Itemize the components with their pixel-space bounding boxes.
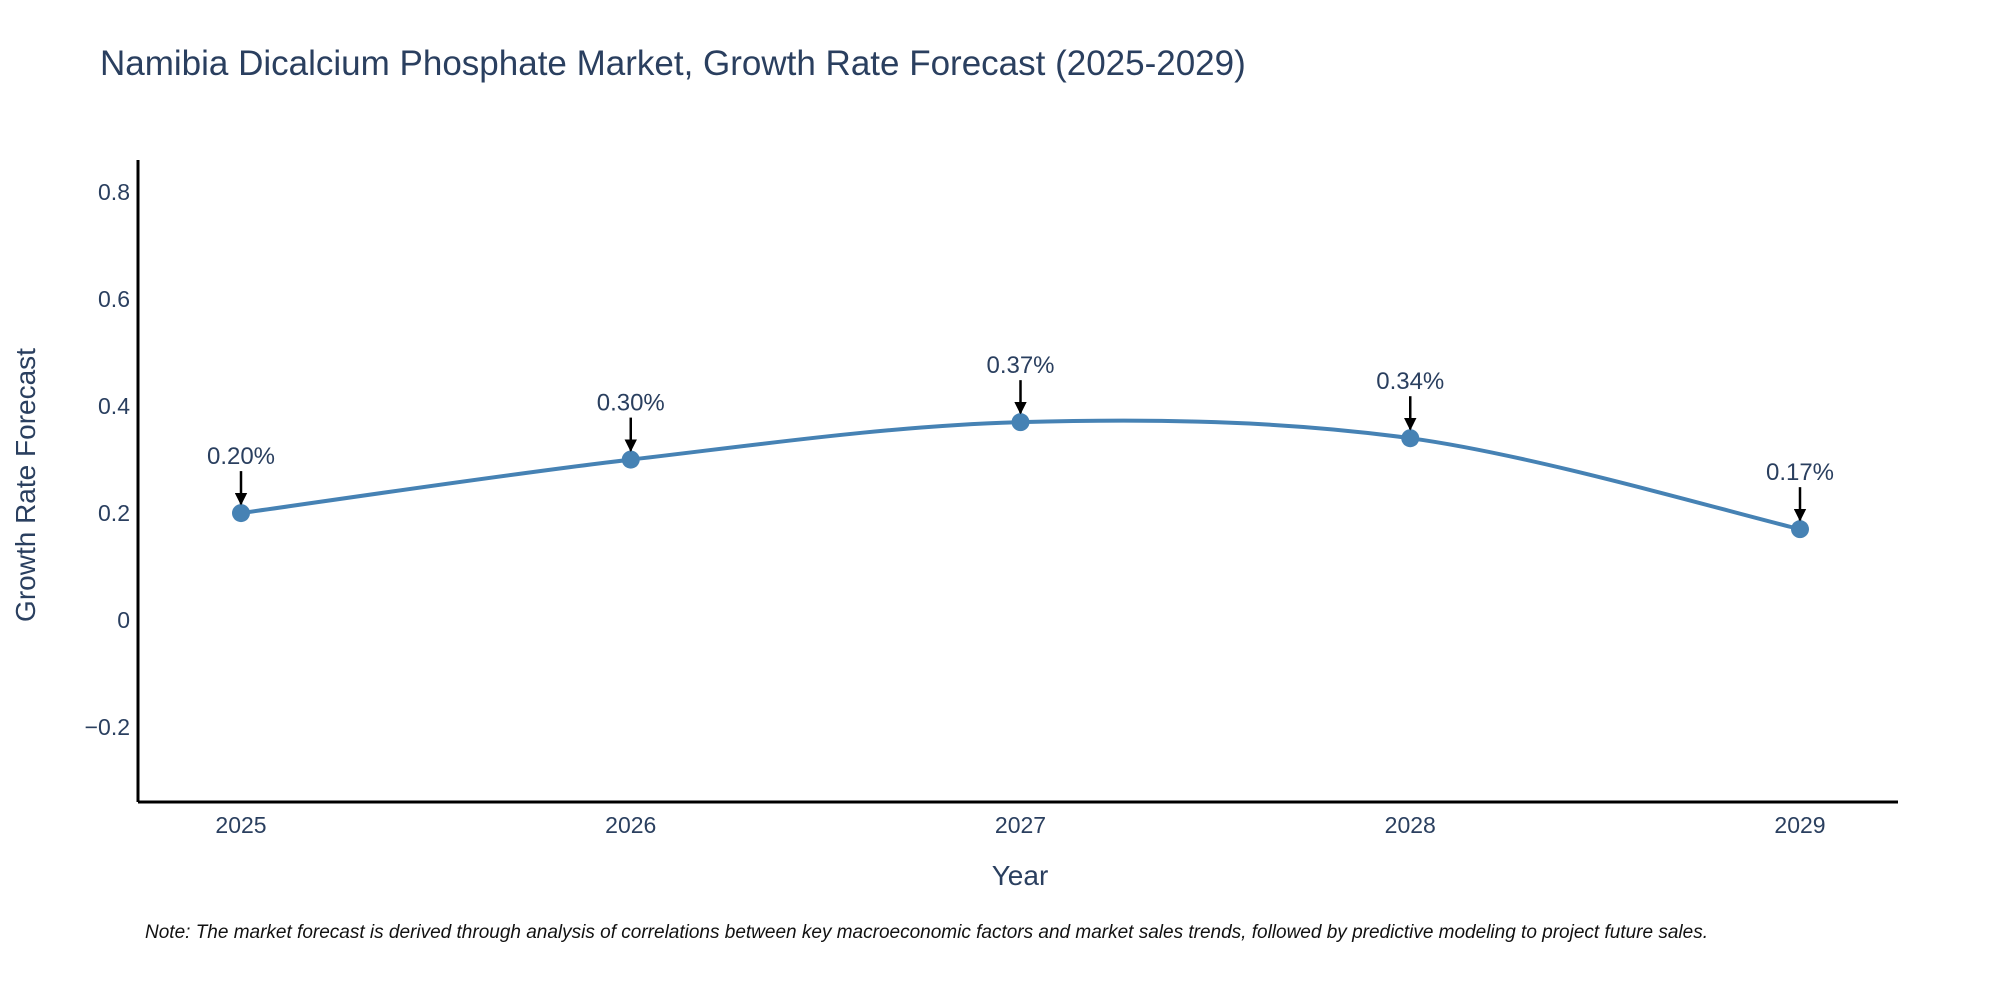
data-label: 0.20% [207,443,275,470]
data-point [232,504,250,523]
x-tick-label: 2027 [995,812,1046,838]
y-tick-label: 0.4 [98,393,130,419]
data-label: 0.17% [1766,459,1834,486]
y-tick-label: 0 [117,607,130,633]
y-tick-label: 0.8 [98,179,130,205]
methodology-note: Note: The market forecast is derived thr… [145,922,1708,943]
data-point [1401,429,1420,448]
x-tick-label: 2029 [1774,812,1825,838]
y-tick-label: 0.6 [98,286,130,312]
data-label: 0.37% [986,352,1054,379]
chart-title: Namibia Dicalcium Phosphate Market, Grow… [100,44,1246,83]
data-point [1011,413,1030,432]
x-tick-label: 2025 [215,812,266,838]
x-axis-title: Year [992,860,1049,891]
series-line [240,418,1801,532]
data-point [1791,520,1809,539]
y-tick-label: 0.2 [98,500,130,526]
x-tick-label: 2028 [1385,812,1436,838]
y-tick-label: −0.2 [85,714,130,740]
data-point [621,450,640,469]
data-label: 0.34% [1376,368,1444,395]
y-axis-title: Growth Rate Forecast [10,348,41,622]
data-label: 0.30% [597,390,665,417]
x-tick-label: 2026 [605,812,656,838]
